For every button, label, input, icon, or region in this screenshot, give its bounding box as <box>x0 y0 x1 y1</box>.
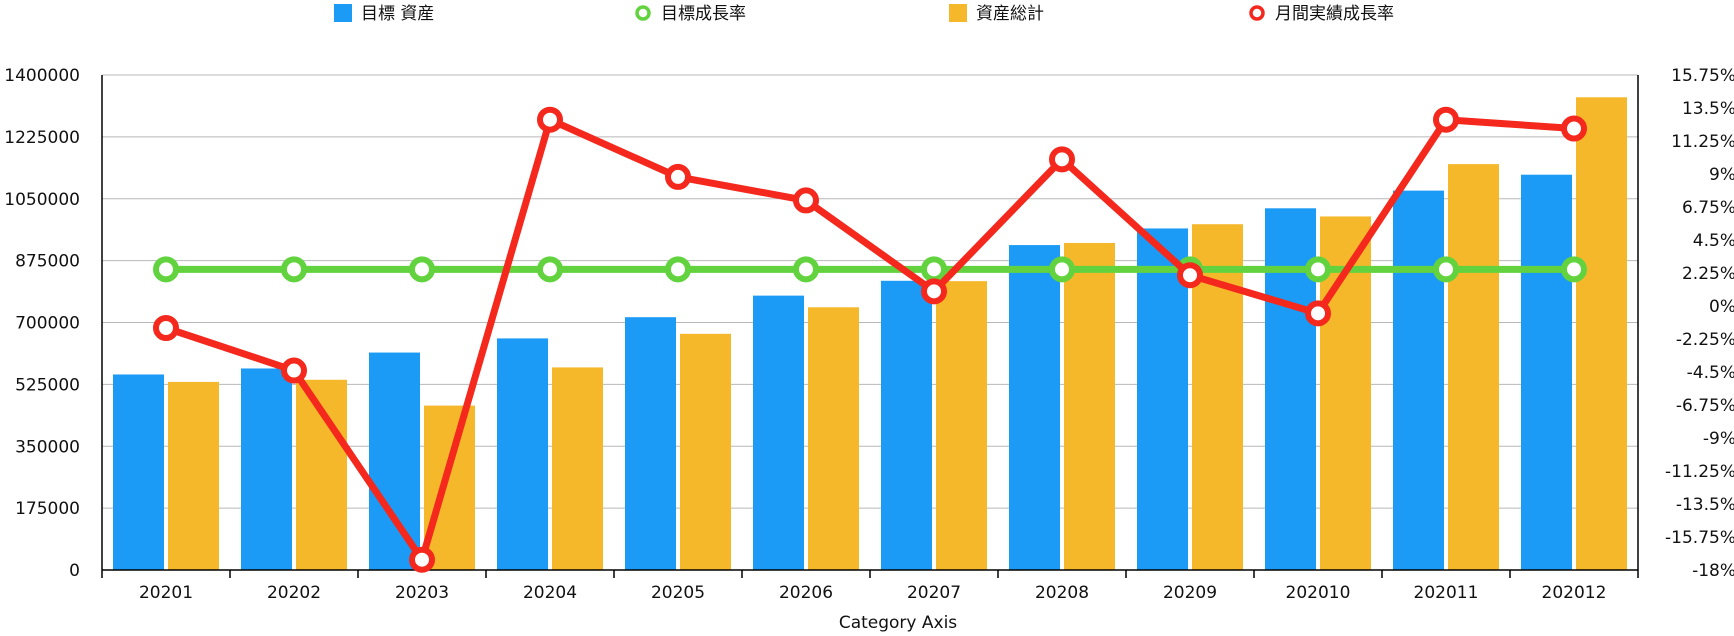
x-tick-label: 202012 <box>1542 583 1607 603</box>
bar <box>680 333 731 570</box>
x-axis-title: Category Axis <box>839 613 957 633</box>
y-right-tick-label: 6.75% <box>1682 198 1734 218</box>
legend-swatch <box>334 4 352 22</box>
line-point <box>921 256 947 283</box>
line-point <box>1433 256 1459 283</box>
y-left-tick-label: 700000 <box>15 314 80 334</box>
line-point <box>409 546 435 573</box>
bar <box>424 405 475 570</box>
x-ticks: 20201 20202 20203 20204 20205 20206 20207 20208… <box>139 583 1607 603</box>
bar <box>1137 228 1188 570</box>
line-point <box>1177 262 1203 289</box>
y-right-tick-label: 9% <box>1709 165 1734 185</box>
bar <box>1521 174 1572 570</box>
x-tick-label: 20206 <box>779 583 833 603</box>
line-point <box>793 187 819 214</box>
line-point <box>921 278 947 305</box>
bar <box>936 281 987 570</box>
line-point <box>409 256 435 283</box>
series-line <box>162 116 1578 564</box>
y-left-ticks: 0 175000 350000 525000 700000 875000 1050000 12… <box>4 66 80 581</box>
bars <box>113 97 1627 571</box>
legend-label: 月間実績成長率 <box>1275 4 1394 24</box>
bar <box>369 352 420 570</box>
bar <box>881 280 932 570</box>
bar <box>241 368 292 570</box>
y-right-tick-label: -2.25% <box>1676 330 1734 350</box>
bar <box>168 381 219 570</box>
legend-swatch <box>949 4 967 22</box>
gridlines <box>102 74 1638 509</box>
bar <box>113 374 164 570</box>
y-right-tick-label: 11.25% <box>1671 132 1734 152</box>
x-tick-label: 20204 <box>523 583 577 603</box>
bar <box>1448 164 1499 570</box>
bar <box>1393 190 1444 570</box>
line-point <box>1561 256 1587 283</box>
bar <box>1576 97 1627 571</box>
y-right-tick-label: -11.25% <box>1665 462 1734 482</box>
line-point <box>665 163 691 190</box>
legend: 目標 資産 目標成長率 資産総計 月間実績成長率 <box>334 4 1394 24</box>
line-point <box>153 315 179 341</box>
x-tick-label: 20203 <box>395 583 449 603</box>
axes <box>101 75 1639 578</box>
bar <box>1064 242 1115 571</box>
line-point <box>1305 256 1331 283</box>
y-right-tick-label: -13.5% <box>1676 495 1734 515</box>
x-tick-label: 20208 <box>1035 583 1089 603</box>
bar <box>808 307 859 570</box>
y-right-tick-label: 2.25% <box>1682 264 1734 284</box>
y-left-tick-label: 1050000 <box>4 190 80 210</box>
y-left-tick-label: 875000 <box>15 252 80 272</box>
line-point <box>153 256 179 283</box>
legend-label: 目標成長率 <box>661 4 746 24</box>
line-point <box>281 256 307 283</box>
line-point <box>1433 106 1459 133</box>
legend-label: 資産総計 <box>976 4 1044 24</box>
y-right-tick-label: -9% <box>1703 429 1734 449</box>
line-point <box>1305 300 1331 327</box>
y-right-tick-label: -4.5% <box>1687 363 1734 383</box>
y-right-tick-label: -6.75% <box>1676 396 1734 416</box>
line-point <box>793 256 819 283</box>
y-right-ticks: -18% -15.75% -13.5% -11.25% -9% -6.75% -4.5% -2… <box>1665 66 1734 581</box>
line-point <box>1049 146 1075 173</box>
x-tick-label: 20202 <box>267 583 321 603</box>
legend-label: 目標 資産 <box>361 4 434 24</box>
line-point <box>1049 256 1075 283</box>
x-tick-label: 20209 <box>1163 583 1217 603</box>
bar <box>497 338 548 570</box>
y-left-tick-label: 0 <box>69 561 80 581</box>
x-tick-label: 20207 <box>907 583 961 603</box>
line-point <box>281 357 307 384</box>
bar <box>625 317 676 570</box>
line-point <box>665 256 691 283</box>
line-point <box>537 106 563 133</box>
y-left-tick-label: 1225000 <box>4 128 80 148</box>
y-right-tick-label: -15.75% <box>1665 528 1734 548</box>
y-left-tick-label: 350000 <box>15 437 80 457</box>
x-tick-label: 202010 <box>1286 583 1351 603</box>
legend-marker <box>635 5 651 21</box>
x-tick-label: 20205 <box>651 583 705 603</box>
bar <box>753 295 804 570</box>
lines <box>153 106 1587 573</box>
y-left-tick-label: 1400000 <box>4 66 80 86</box>
y-right-tick-label: 13.5% <box>1682 99 1734 119</box>
y-right-tick-label: 4.5% <box>1693 231 1734 251</box>
bar <box>1009 245 1060 570</box>
line-point <box>537 256 563 283</box>
y-right-tick-label: -18% <box>1692 561 1734 581</box>
y-right-tick-label: 15.75% <box>1671 66 1734 86</box>
bar <box>552 367 603 570</box>
legend-marker <box>1249 5 1265 21</box>
y-right-tick-label: 0% <box>1709 297 1734 317</box>
line-point <box>1561 115 1587 142</box>
y-left-tick-label: 525000 <box>15 375 80 395</box>
x-tick-label: 202011 <box>1414 583 1479 603</box>
y-left-tick-label: 175000 <box>15 499 80 519</box>
x-tick-label: 20201 <box>139 583 193 603</box>
